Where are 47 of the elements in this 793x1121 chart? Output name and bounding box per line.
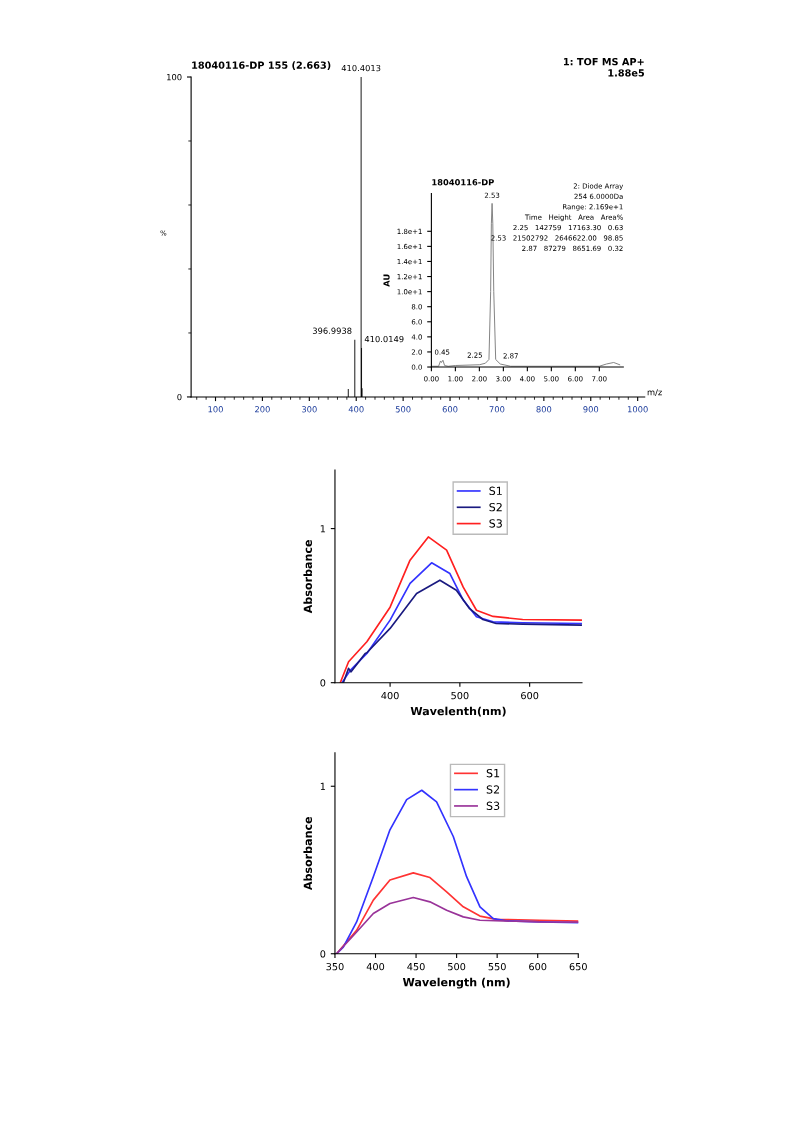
chart-title: 18040116-DP [432,179,494,186]
line-series [342,579,582,683]
x-tick-label: 700 [489,406,505,413]
x-tick-label: 450 [407,962,425,971]
text: 1.88e5 [608,69,645,77]
text: 1: TOF MS AP+ [563,57,644,66]
x-tick-label: 800 [536,406,552,413]
x-tick-label: 600 [529,962,547,971]
x-axis-title: Wavelenth(nm) [410,706,506,717]
x-tick-label: 1000 [627,406,648,413]
x-tick-label: 500 [448,962,466,971]
y-axis-title: AU [383,274,390,287]
y-tick-label: 0 [177,393,182,401]
x-tick-label: 500 [395,406,411,413]
legend-label: S2 [489,502,502,512]
legend-label: S1 [489,486,502,496]
x-axis-title: m/z [647,389,662,396]
y-tick-label: 0 [320,679,326,687]
annotation: 396.9938 [312,327,352,334]
legend-label: S1 [486,768,500,778]
x-tick-label: 900 [583,406,599,413]
y-axis-title: Absorbance [303,540,313,614]
x-tick-label: 550 [488,962,506,971]
annotation: 410.4013 [341,64,381,72]
x-tick-label: 600 [442,406,458,413]
chart-title: 18040116-DP 155 (2.663) [192,61,331,70]
y-tick-label: 0 [320,950,326,958]
annotation: 410.0149 [364,335,404,343]
legend-label: S3 [489,519,502,528]
x-tick-label: 500 [451,691,469,700]
y-tick-label: 1 [320,782,326,790]
x-tick-label: 300 [302,406,317,413]
x-tick-label: 650 [569,962,587,971]
x-tick-label: 600 [521,691,539,700]
x-tick-label: 400 [348,406,364,413]
y-axis-title: Absorbance [303,816,313,891]
x-tick-label: 400 [366,962,385,971]
legend-label: S3 [486,801,500,810]
y-tick-label: 1 [320,525,326,533]
x-tick-label: 350 [326,962,344,971]
x-tick-label: 100 [208,406,223,413]
x-tick-label: 400 [381,691,399,700]
legend-label: S2 [486,785,500,794]
line-series [341,561,582,683]
line-series [339,536,582,683]
x-tick-label: 200 [255,406,270,413]
x-axis-title: Wavelength (nm) [402,977,510,989]
